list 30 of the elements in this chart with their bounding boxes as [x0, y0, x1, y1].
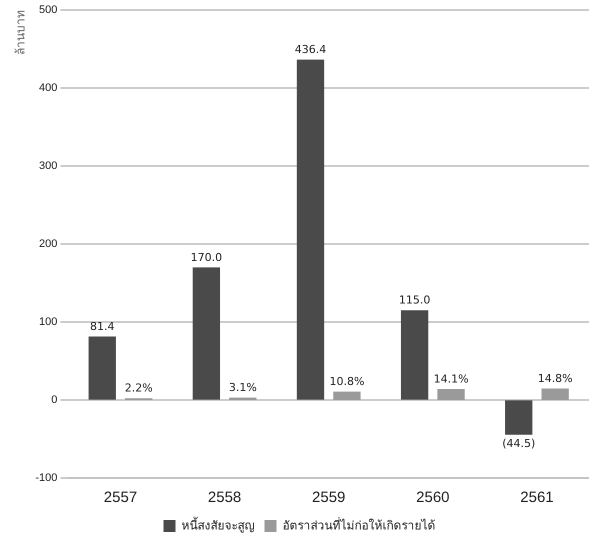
x-tick-label: 2560	[416, 489, 450, 506]
y-tick-label: 500	[39, 4, 58, 16]
data-label: 3.1%	[228, 380, 257, 394]
data-label: 14.8%	[538, 372, 573, 385]
y-axis-title: ล้านบาท	[14, 10, 28, 55]
bar	[400, 310, 428, 400]
y-tick-label: -100	[35, 472, 58, 484]
bar	[88, 336, 116, 400]
data-label: 436.4	[294, 42, 326, 56]
data-label: 10.8%	[329, 374, 364, 388]
bar	[192, 267, 220, 400]
bar	[505, 400, 532, 435]
legend-label: อัตราส่วนที่ไม่ก่อให้เกิดรายได้	[282, 516, 436, 532]
bar	[296, 60, 324, 400]
x-tick-label: 2559	[312, 489, 346, 506]
data-label: 115.0	[398, 294, 430, 307]
y-tick-label: 200	[39, 238, 58, 250]
data-label: 2.2%	[124, 382, 153, 395]
data-label: (44.5)	[502, 437, 536, 450]
x-tick-label: 2561	[520, 489, 554, 506]
data-label: 81.4	[90, 320, 115, 333]
legend-label: หนี้สงสัยจะสูญ	[182, 516, 254, 534]
x-tick-label: 2557	[104, 489, 138, 506]
x-tick-label: 2558	[208, 489, 242, 506]
y-tick-label: 0	[51, 394, 58, 406]
y-tick-label: 300	[39, 160, 58, 172]
data-label: 170.0	[190, 250, 222, 264]
data-label: 14.1%	[434, 372, 469, 386]
y-tick-label: 400	[39, 82, 58, 94]
y-tick-label: 100	[39, 316, 58, 328]
